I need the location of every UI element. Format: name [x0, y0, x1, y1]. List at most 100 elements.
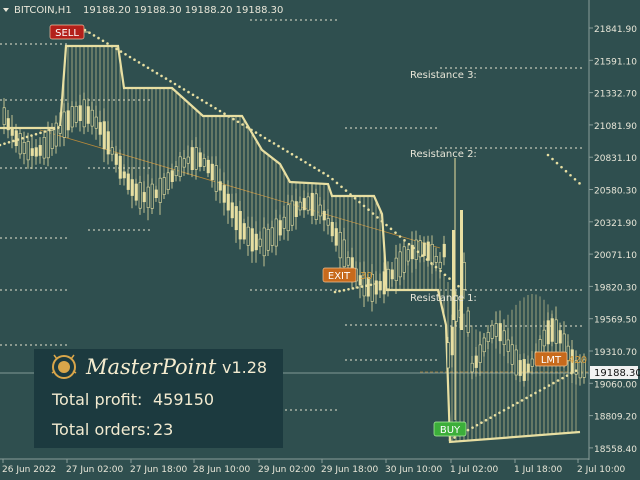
price-tick-label: 19310.70 — [594, 348, 637, 358]
candle-body — [326, 218, 330, 226]
trail-dot — [389, 227, 393, 231]
candle-body — [266, 229, 270, 251]
candle-body — [202, 158, 206, 167]
candle-body — [166, 172, 170, 190]
candle-body — [382, 271, 386, 295]
limit-marker[interactable]: LMT 420 — [534, 351, 587, 367]
trail-dot — [578, 182, 581, 185]
candle-body — [198, 152, 202, 167]
trail-dot — [263, 136, 267, 140]
price-axis: 21841.90 21591.10 21332.70 21081.90 20831.10… — [589, 25, 637, 455]
candle-body — [158, 177, 162, 203]
candle-body — [174, 166, 178, 177]
candle-body — [510, 344, 514, 365]
candle-body — [102, 121, 106, 150]
trail-dot — [173, 82, 177, 86]
trail-dot — [489, 416, 492, 420]
candle-body — [222, 185, 226, 203]
trail-dot — [561, 376, 564, 380]
candle-body — [298, 201, 302, 211]
candle-body — [194, 147, 198, 170]
candle-body — [94, 116, 98, 129]
trail-dot — [97, 36, 100, 40]
candle-body — [394, 257, 398, 281]
trail-dot — [39, 131, 42, 135]
candle-body — [106, 131, 110, 155]
trail-dot — [160, 74, 163, 78]
price-tick-label: 20580.30 — [594, 187, 637, 197]
buy-marker[interactable]: BUY — [433, 421, 467, 437]
candle-body — [226, 193, 230, 211]
candle-body — [338, 232, 342, 259]
trail-dot — [362, 204, 366, 208]
candle-body — [506, 339, 510, 352]
trail-dot — [498, 411, 501, 415]
trail-dot — [403, 239, 406, 242]
trail-dot — [457, 284, 460, 288]
trail-dot — [151, 69, 154, 72]
candle-body — [526, 363, 530, 373]
trail-dot — [385, 223, 388, 227]
exit-marker[interactable]: EXIT 30 — [322, 267, 373, 283]
candle-body — [550, 318, 554, 342]
trail-dot — [250, 128, 253, 132]
trail-dot — [16, 138, 20, 141]
trail-dot — [502, 409, 506, 412]
candle-body — [498, 323, 502, 342]
trail-dot — [466, 428, 470, 432]
trail-dot — [331, 177, 334, 181]
candle-body — [282, 216, 286, 229]
time-tick-label: 29 Jun 02:00 — [258, 465, 315, 475]
trail-dot — [546, 153, 550, 157]
trail-dot — [529, 394, 533, 397]
trail-dot — [394, 231, 397, 234]
trail-dot — [187, 90, 190, 94]
candle-body — [230, 202, 234, 219]
total-profit-label: Total profit: — [52, 390, 143, 409]
time-tick-label: 1 Jul 18:00 — [514, 465, 563, 475]
time-tick-label: 26 Jun 2022 — [2, 465, 56, 475]
trail-dot — [7, 141, 11, 144]
candle-body — [418, 240, 422, 258]
trail-dot — [371, 212, 375, 215]
symbol-label: BITCOIN,H1 — [14, 5, 72, 16]
candle-body — [66, 110, 70, 131]
trail-dot — [351, 287, 355, 290]
candle-body — [62, 111, 66, 138]
sell-label: SELL — [55, 28, 79, 39]
candle-body — [370, 273, 374, 302]
trail-dot — [209, 104, 213, 107]
trail-dot — [52, 127, 56, 131]
candle-body — [330, 221, 334, 237]
candle-body — [262, 227, 266, 257]
candle-body — [554, 319, 558, 344]
candle-body — [6, 118, 10, 131]
candle-body — [238, 210, 242, 240]
candle-body — [374, 280, 378, 295]
trail-dot — [412, 246, 415, 250]
candle-body — [466, 310, 470, 333]
trail-dot — [551, 157, 554, 161]
masterpoint-panel: MasterPoint v1.28 Total profit: 459150 T… — [34, 349, 283, 448]
price-tick-label: 21081.90 — [594, 122, 637, 132]
candle-body — [270, 227, 274, 246]
trail-dot — [380, 219, 384, 223]
candle-body — [122, 171, 126, 179]
chart-menu-icon[interactable] — [3, 8, 9, 12]
trail-dot — [555, 161, 559, 165]
candle-body — [342, 239, 346, 268]
trail-dot — [360, 285, 364, 288]
candle-body — [542, 329, 546, 347]
trail-dot — [133, 58, 136, 61]
time-tick-label: 28 Jun 10:00 — [193, 465, 250, 475]
trail-dot — [358, 200, 361, 204]
trail-dot — [182, 88, 186, 91]
candle-body — [426, 241, 430, 261]
total-orders-value: 23 — [153, 420, 174, 439]
time-tick-label: 27 Jun 18:00 — [130, 465, 187, 475]
sell-marker[interactable]: SELL — [49, 24, 85, 40]
trail-dot — [272, 142, 276, 145]
trail-dot — [34, 132, 38, 136]
trailing-dots — [0, 28, 581, 442]
